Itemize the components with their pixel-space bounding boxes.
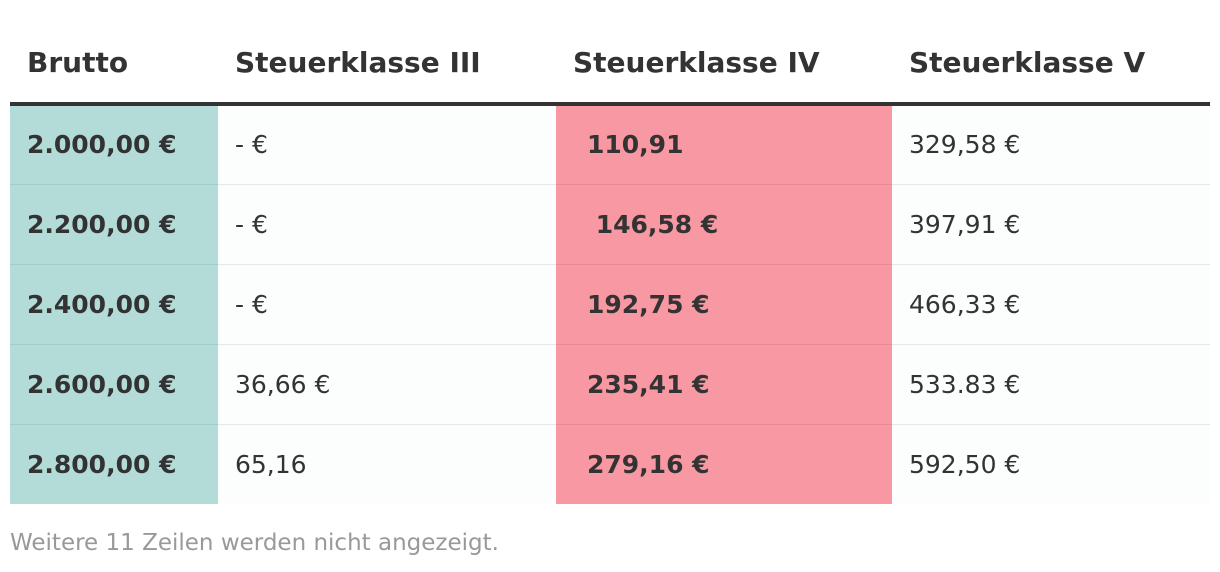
- header-steuerklasse-v: Steuerklasse V: [892, 0, 1210, 106]
- header-steuerklasse-iii: Steuerklasse III: [218, 0, 556, 106]
- cell-steuerklasse-iv: 146,58 €: [556, 184, 892, 265]
- cell-steuerklasse-iii: - €: [218, 264, 556, 345]
- cell-brutto: 2.000,00 €: [10, 104, 218, 185]
- cell-brutto: 2.200,00 €: [10, 184, 218, 265]
- tax-table: Brutto Steuerklasse III Steuerklasse IV …: [10, 0, 1210, 504]
- table-row: 2.400,00 € - € 192,75 € 466,33 €: [10, 264, 1210, 345]
- cell-steuerklasse-iii: - €: [218, 184, 556, 265]
- table-row: 2.800,00 € 65,16 279,16 € 592,50 €: [10, 424, 1210, 504]
- cell-steuerklasse-v: 466,33 €: [892, 264, 1210, 345]
- cell-steuerklasse-iv: 235,41 €: [556, 344, 892, 425]
- hidden-rows-note: Weitere 11 Zeilen werden nicht angezeigt…: [10, 530, 499, 556]
- header-brutto: Brutto: [10, 0, 218, 106]
- cell-brutto: 2.400,00 €: [10, 264, 218, 345]
- table-row: 2.600,00 € 36,66 € 235,41 € 533.83 €: [10, 344, 1210, 425]
- cell-brutto: 2.800,00 €: [10, 424, 218, 504]
- cell-steuerklasse-iii: - €: [218, 104, 556, 185]
- cell-steuerklasse-iv: 110,91: [556, 104, 892, 185]
- table-header-row: Brutto Steuerklasse III Steuerklasse IV …: [10, 0, 1210, 106]
- cell-brutto: 2.600,00 €: [10, 344, 218, 425]
- cell-steuerklasse-iii: 65,16: [218, 424, 556, 504]
- table-row: 2.200,00 € - € 146,58 € 397,91 €: [10, 184, 1210, 265]
- cell-steuerklasse-v: 592,50 €: [892, 424, 1210, 504]
- header-steuerklasse-iv: Steuerklasse IV: [556, 0, 892, 106]
- cell-steuerklasse-iv: 192,75 €: [556, 264, 892, 345]
- cell-steuerklasse-v: 533.83 €: [892, 344, 1210, 425]
- cell-steuerklasse-iii: 36,66 €: [218, 344, 556, 425]
- cell-steuerklasse-v: 329,58 €: [892, 104, 1210, 185]
- cell-steuerklasse-iv: 279,16 €: [556, 424, 892, 504]
- tax-table-container: Brutto Steuerklasse III Steuerklasse IV …: [10, 0, 1210, 504]
- cell-steuerklasse-v: 397,91 €: [892, 184, 1210, 265]
- table-row: 2.000,00 € - € 110,91 329,58 €: [10, 104, 1210, 185]
